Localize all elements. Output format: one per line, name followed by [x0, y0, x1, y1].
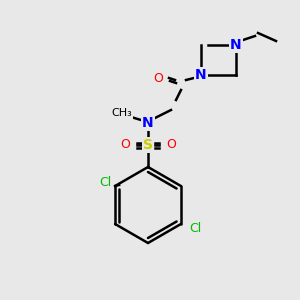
Text: N: N — [230, 38, 242, 52]
Text: O: O — [166, 139, 176, 152]
Text: CH₃: CH₃ — [112, 108, 132, 118]
Text: O: O — [120, 139, 130, 152]
Text: S: S — [143, 138, 153, 152]
Text: Cl: Cl — [99, 176, 111, 190]
Text: N: N — [195, 68, 207, 82]
Text: Cl: Cl — [189, 223, 201, 236]
Text: N: N — [142, 116, 154, 130]
Text: O: O — [153, 71, 163, 85]
